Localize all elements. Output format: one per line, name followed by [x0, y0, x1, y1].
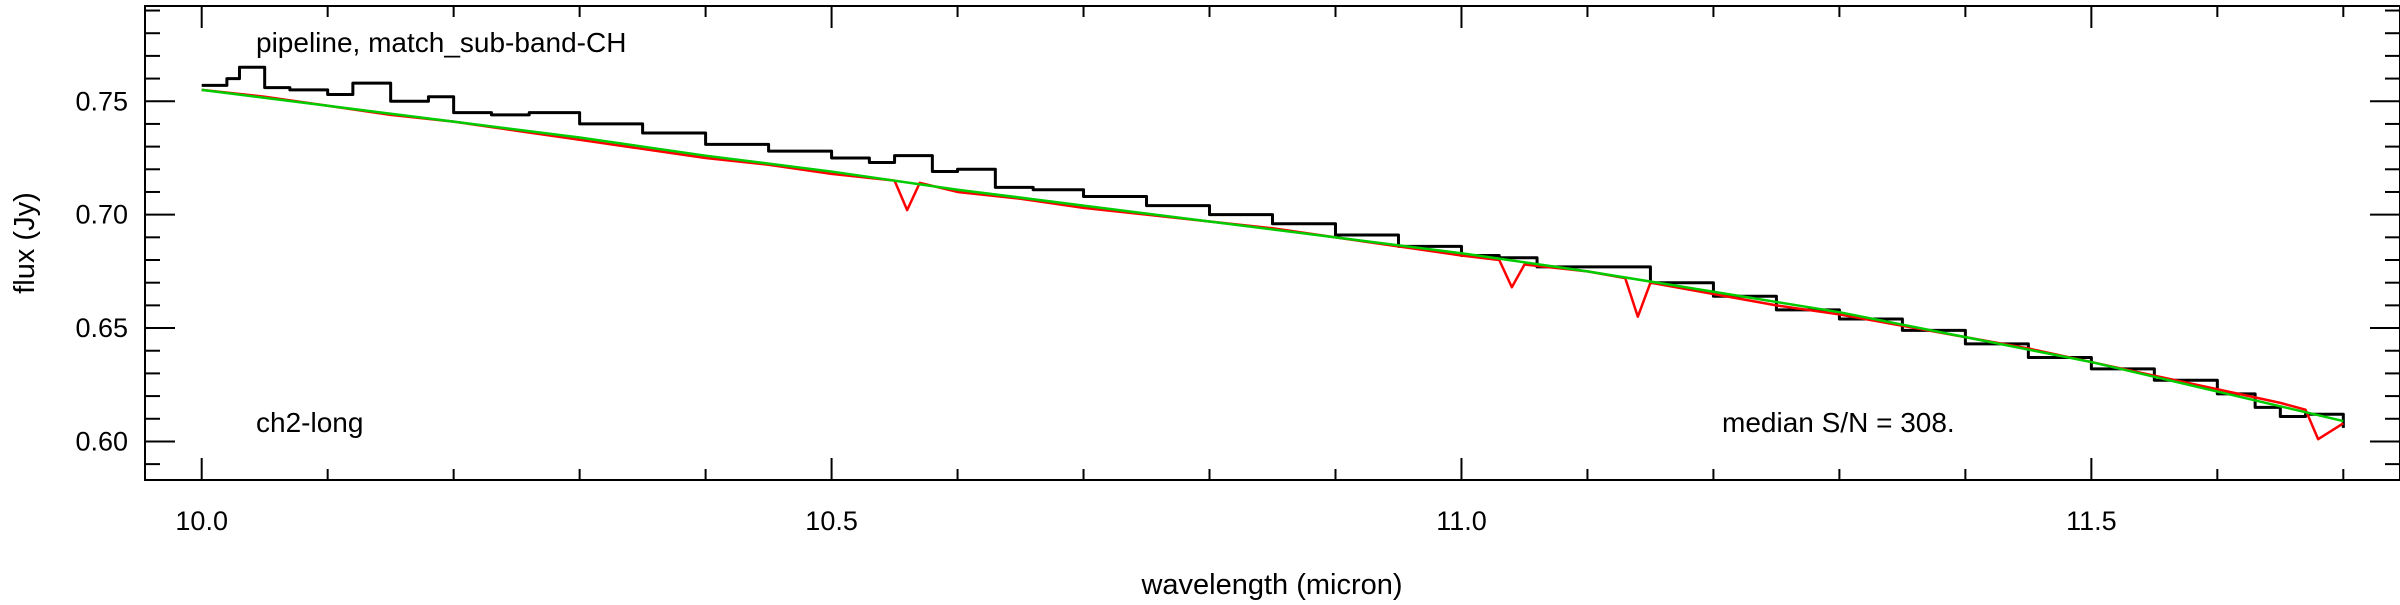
axis-ticks — [145, 6, 2400, 480]
y-tick-label: 0.70 — [75, 200, 128, 230]
annotation-median-sn: median S/N = 308. — [1722, 407, 1955, 438]
x-tick-label: 11.0 — [1436, 506, 1487, 536]
y-tick-label: 0.65 — [75, 313, 128, 343]
series-corrected-spectrum — [201, 88, 2344, 441]
x-tick-label: 11.5 — [2066, 506, 2117, 536]
annotation-channel: ch2-long — [256, 407, 363, 438]
series-continuum-fit — [201, 88, 2344, 423]
axis-tick-labels: 10.0 10.5 11.0 11.5 0.60 0.65 0.70 0.75 — [75, 86, 2116, 536]
x-tick-label: 10.0 — [175, 506, 228, 536]
y-tick-label: 0.60 — [75, 426, 128, 456]
y-tick-label: 0.75 — [75, 86, 128, 116]
y-axis-title: flux (Jy) — [9, 192, 41, 294]
series-layer — [201, 65, 2345, 441]
plot-frame — [144, 5, 2400, 481]
series-observed-spectrum — [201, 65, 2345, 428]
x-tick-label: 10.5 — [805, 506, 858, 536]
x-axis-title: wavelength (micron) — [1140, 569, 1402, 600]
annotation-pipeline: pipeline, match_sub-band-CH — [256, 27, 626, 58]
